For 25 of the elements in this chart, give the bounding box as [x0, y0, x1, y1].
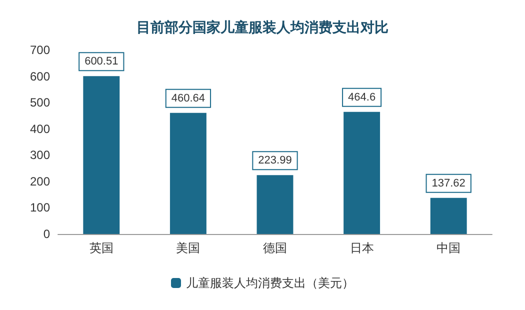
y-tick-label: 200 — [30, 174, 50, 188]
y-tick-label: 100 — [30, 200, 50, 215]
x-tick-label: 美国 — [176, 241, 200, 255]
bar — [170, 112, 206, 234]
y-tick-label: 0 — [43, 227, 50, 241]
y-tick-label: 400 — [30, 122, 50, 136]
x-tick-label: 英国 — [89, 241, 114, 255]
y-tick-label: 300 — [30, 148, 50, 162]
x-tick-label: 日本 — [350, 241, 374, 255]
y-tick-label: 500 — [30, 96, 50, 110]
y-tick-label: 700 — [30, 43, 50, 57]
y-tick-label: 600 — [30, 69, 50, 84]
bar — [83, 76, 120, 234]
bar — [256, 175, 294, 234]
bar — [344, 112, 380, 234]
legend-label: 儿童服装人均消费支出（美元） — [186, 276, 354, 290]
bar — [430, 198, 467, 234]
data-label: 137.62 — [432, 177, 466, 190]
data-label: 223.99 — [258, 154, 292, 167]
data-label: 464.6 — [348, 91, 376, 104]
chart-title: 目前部分国家儿童服装人均消费支出对比 — [136, 19, 388, 36]
data-label: 460.64 — [171, 92, 206, 104]
x-tick-label: 德国 — [263, 241, 287, 255]
data-label: 600.51 — [84, 56, 118, 68]
x-tick-label: 中国 — [436, 241, 461, 255]
